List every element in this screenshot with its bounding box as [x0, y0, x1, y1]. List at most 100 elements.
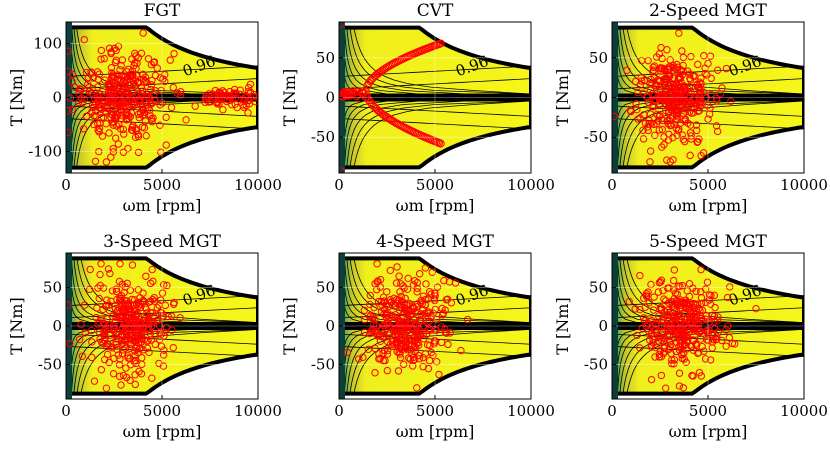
data-point — [108, 344, 116, 352]
chart-title: 2-Speed MGT — [649, 1, 767, 21]
data-point — [101, 321, 109, 329]
x-axis-label: ωm [rpm] — [669, 196, 748, 215]
data-point — [66, 47, 72, 55]
data-point — [650, 72, 658, 81]
x-axis-label: ωm [rpm] — [396, 422, 475, 441]
data-point — [88, 353, 96, 362]
x-tick-label: 0 — [334, 176, 344, 194]
data-point — [105, 129, 113, 137]
data-point — [170, 298, 178, 307]
data-point — [142, 272, 150, 280]
data-point — [649, 306, 658, 314]
data-point — [438, 304, 446, 313]
data-point — [131, 308, 139, 316]
data-point — [68, 70, 77, 79]
data-point — [383, 366, 392, 375]
y-tick-label: -50 — [38, 355, 62, 373]
data-point — [116, 66, 124, 74]
data-point — [433, 357, 441, 366]
data-point — [100, 91, 108, 99]
y-tick-label: 50 — [43, 279, 62, 297]
data-point — [706, 356, 715, 364]
subplot-5: 0.964-Speed MGT 0 5000 10000 -50 0 50 ωm [rpm] T… — [280, 232, 555, 441]
data-point — [697, 74, 705, 82]
data-point — [112, 285, 121, 293]
data-point — [87, 326, 96, 335]
data-point — [158, 99, 167, 107]
data-point — [148, 309, 157, 317]
data-point — [119, 148, 128, 156]
data-point — [156, 121, 164, 129]
data-point — [396, 288, 404, 296]
data-point — [149, 318, 157, 326]
data-point — [435, 370, 443, 379]
data-point — [686, 151, 694, 160]
data-point — [392, 279, 401, 287]
data-point — [102, 109, 110, 117]
data-point — [167, 103, 176, 112]
data-point — [348, 89, 357, 98]
data-point — [714, 313, 722, 321]
data-point — [612, 112, 618, 120]
data-point — [112, 287, 121, 296]
data-point — [139, 296, 147, 305]
data-point — [149, 277, 157, 286]
data-point — [360, 316, 369, 324]
data-point — [702, 298, 710, 307]
data-point — [97, 366, 106, 374]
x-tick-label: 5000 — [143, 402, 181, 420]
data-point — [119, 346, 128, 354]
data-point — [664, 311, 672, 320]
data-point — [406, 317, 414, 326]
data-point — [669, 276, 678, 285]
data-point — [413, 300, 422, 308]
data-point — [169, 83, 177, 92]
data-point — [126, 340, 135, 349]
data-point — [433, 283, 442, 291]
data-point — [134, 339, 143, 347]
data-point — [676, 83, 684, 91]
data-point — [657, 371, 666, 380]
y-tick-label: 0 — [598, 89, 608, 107]
data-point — [663, 310, 671, 319]
data-point — [119, 125, 127, 134]
data-point — [230, 85, 239, 94]
data-point — [117, 381, 125, 389]
data-point — [634, 88, 642, 97]
data-point — [151, 96, 159, 104]
data-point — [141, 314, 150, 322]
data-point — [66, 106, 72, 115]
x-tick-label: 5000 — [416, 402, 454, 420]
data-point — [697, 265, 705, 274]
data-point — [666, 158, 674, 166]
chart-title: 4-Speed MGT — [376, 232, 494, 252]
data-point — [645, 120, 653, 128]
data-point — [657, 91, 665, 100]
data-point — [176, 314, 184, 322]
data-point — [681, 340, 689, 349]
data-point — [96, 104, 104, 113]
data-point — [395, 348, 403, 356]
data-point — [412, 335, 421, 343]
data-point — [140, 108, 148, 116]
data-point — [694, 349, 702, 357]
data-point — [665, 338, 674, 346]
data-point — [678, 71, 687, 79]
data-point — [116, 355, 124, 363]
data-point — [106, 82, 114, 91]
data-point — [82, 112, 91, 120]
data-point — [157, 330, 165, 338]
data-point — [668, 356, 676, 364]
data-point — [146, 279, 155, 288]
data-point — [118, 88, 127, 97]
data-point — [650, 103, 658, 111]
data-point — [657, 43, 665, 52]
data-point — [650, 293, 658, 301]
x-tick-label: 10000 — [780, 176, 828, 194]
data-point — [623, 66, 631, 75]
data-point — [421, 350, 430, 358]
chart-title: FGT — [144, 1, 181, 21]
data-point — [649, 97, 658, 105]
data-point — [701, 69, 709, 78]
